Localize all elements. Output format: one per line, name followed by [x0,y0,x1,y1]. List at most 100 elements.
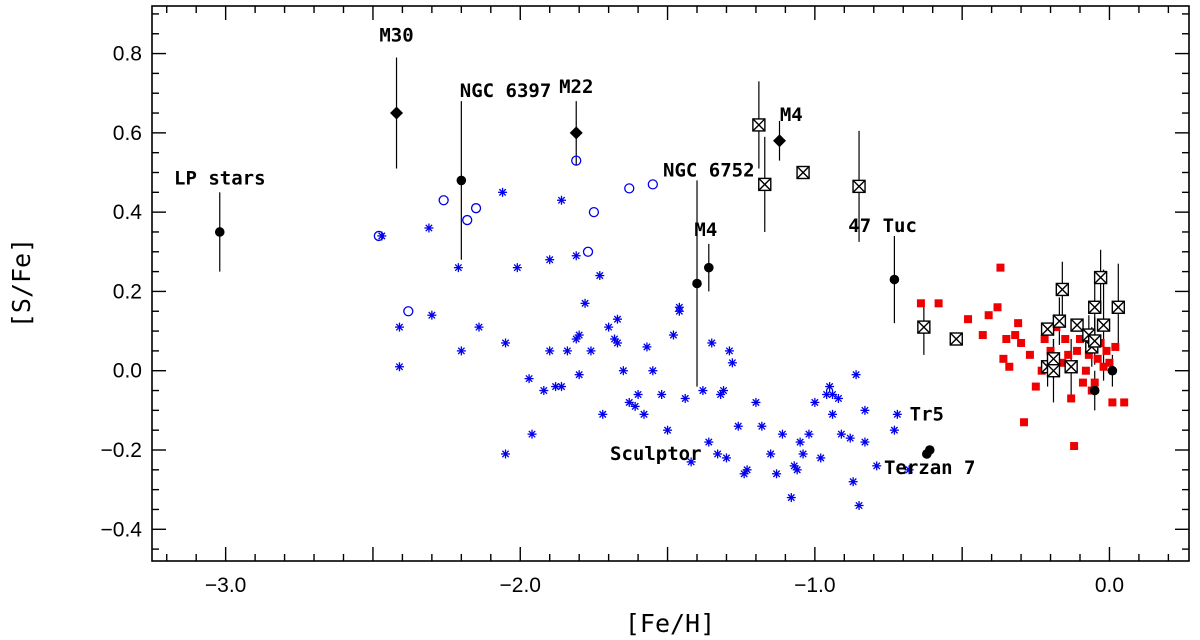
y-tick-label: 0.8 [113,43,142,66]
crossed-square-point [852,179,866,194]
annotation-label: Terzan 7 [884,457,976,479]
red-square-point [993,303,1002,312]
filled-diamond-point [773,134,787,148]
y-tick-label: 0.4 [113,201,143,224]
asterisk-point [394,362,404,372]
asterisk-point [889,425,899,435]
asterisk-point [828,390,838,399]
asterisk-point [810,397,820,407]
red-square-point [1075,335,1084,343]
annotation-label: LP stars [174,167,266,189]
red-square-point [1070,442,1079,451]
asterisk-point [562,346,572,356]
x-axis-title: [Fe/H] [625,609,715,638]
red-square-point [1093,354,1102,363]
red-square-point [1002,335,1011,343]
asterisk-point [680,393,690,403]
asterisk-point [798,449,808,459]
asterisk-point [822,390,832,399]
asterisk-point [624,397,634,407]
asterisk-point [751,397,761,407]
asterisk-point [453,263,463,273]
asterisk-point [527,429,537,439]
open-circle-point [624,183,635,194]
asterisk-point [724,346,734,356]
red-square-point [1105,358,1114,367]
asterisk-point [727,358,737,368]
asterisk-point [498,187,508,197]
filled-circle-point [703,262,714,273]
asterisk-point [860,405,870,415]
open-circle-point [438,195,449,206]
annotation-label: M30 [379,25,413,47]
asterisk-point [612,338,622,348]
asterisk-point [792,465,802,475]
crossed-square-point [752,118,766,132]
x-tick-label: −2.0 [500,574,541,597]
red-square-point [1046,346,1055,355]
open-circle-point [588,206,600,218]
asterisk-point [860,437,870,447]
asterisk-point [595,271,605,281]
crossed-square-point [1052,314,1067,328]
asterisk-point [698,386,708,396]
crossed-square-point [917,320,931,334]
x-tick-label: −3.0 [205,574,246,597]
crossed-square-point [1064,360,1078,374]
annotation-label: Tr5 [910,403,944,425]
asterisk-point [804,429,814,439]
open-circle-point [470,203,482,214]
x-axis: −3.0 −2.0 −1.0 0.0 [166,6,1170,597]
asterisk-point [556,382,566,392]
asterisk-point [719,386,729,396]
asterisk-point [707,338,717,348]
red-square-point [1120,398,1129,407]
crossed-square-point [1070,318,1084,332]
y-axis-title: [S/Fe] [7,238,36,328]
filled-circle-point [889,274,900,285]
asterisk-point [777,429,787,439]
asterisk-point [501,338,511,348]
filled-diamond-point [390,106,404,120]
filled-circle-point [692,278,702,289]
plot-frame [151,5,1190,562]
asterisk-point [872,461,882,471]
asterisk-point [574,370,584,380]
asterisk-point [545,346,555,356]
asterisk-point [716,390,726,399]
red-square-point [984,311,993,320]
asterisk-point [512,263,522,273]
asterisk-point [686,457,696,467]
asterisk-point [474,322,484,332]
asterisk-point [713,449,723,459]
y-tick-label: 0.2 [113,280,142,303]
y-tick-label: −0.4 [101,518,143,541]
error-bars [219,57,1119,411]
asterisk-point [904,465,914,475]
filled-circle-point [1107,365,1118,376]
annotation-label: NGC 6752 [663,159,755,181]
asterisk-point [604,322,614,332]
asterisk-point [851,370,861,380]
x-tick-label: 0.0 [1095,574,1124,597]
crossed-square-point [758,177,772,192]
red-square-point [978,331,987,340]
filled-circle-point [1089,385,1100,396]
red-square-point [1081,366,1090,375]
asterisk-point [612,314,622,324]
filled-diamond-point [569,126,583,140]
annotation-label: M4 [780,104,803,126]
annotations: M30 NGC 6397 M22 M4 NGC 6752 LP stars M4 47 Tuc… [174,25,976,479]
y-tick-label: 0.0 [113,360,142,383]
annotation-label: NGC 6397 [460,80,552,102]
asterisk-point [424,223,434,233]
red-square-point [996,263,1005,272]
red-square-point [964,315,973,324]
crossed-square-point [1088,300,1102,314]
crossed-square-point [1111,300,1125,314]
y-tick-label: −0.2 [101,439,142,462]
asterisk-point [854,501,864,510]
asterisk-point [825,382,835,392]
asterisk-point [742,465,752,475]
annotation-label: Sculptor [610,443,702,465]
